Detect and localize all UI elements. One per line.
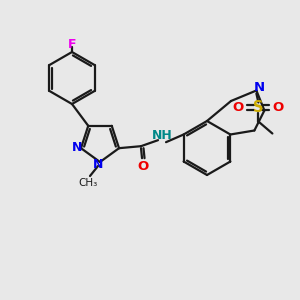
Text: S: S [253,100,264,115]
Text: N: N [254,81,265,94]
Text: N: N [93,158,103,170]
Text: N: N [72,141,82,154]
Text: O: O [233,101,244,114]
Text: O: O [137,160,148,173]
Text: CH₃: CH₃ [78,178,98,188]
Text: O: O [273,101,284,114]
Text: NH: NH [152,129,172,142]
Text: F: F [68,38,76,50]
